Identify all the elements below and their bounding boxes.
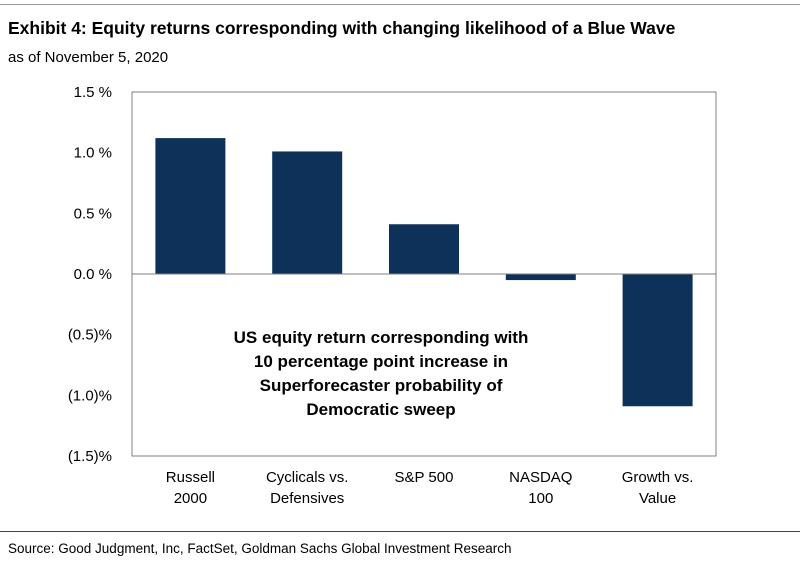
y-tick-label: (1.0)% xyxy=(68,387,112,404)
y-tick-label: 1.0 % xyxy=(74,145,112,162)
chart-subtitle: as of November 5, 2020 xyxy=(8,49,169,66)
chart-title: Exhibit 4: Equity returns corresponding … xyxy=(8,18,676,38)
x-tick-label: Defensives xyxy=(270,490,344,507)
chart-annotation: 10 percentage point increase in xyxy=(254,352,508,371)
bottom-rule xyxy=(0,531,800,532)
x-tick-label: 100 xyxy=(528,490,553,507)
x-tick-label: Cyclicals vs. xyxy=(266,469,349,486)
bar xyxy=(622,274,693,407)
y-tick-label: 0.5 % xyxy=(74,205,112,222)
x-tick-label: NASDAQ xyxy=(509,469,572,486)
y-tick-label: (1.5)% xyxy=(68,448,112,465)
x-tick-label: Russell xyxy=(166,469,215,486)
x-tick-label: Value xyxy=(639,490,676,507)
chart-annotation: Democratic sweep xyxy=(306,400,455,419)
bar xyxy=(155,138,226,274)
x-tick-label: S&P 500 xyxy=(395,469,454,486)
y-tick-label: 0.0 % xyxy=(74,266,112,283)
x-tick-label: Growth vs. xyxy=(622,469,694,486)
bar xyxy=(505,274,576,281)
x-tick-label: 2000 xyxy=(174,490,207,507)
bar xyxy=(389,224,459,274)
bar xyxy=(272,151,343,274)
y-tick-label: 1.5 % xyxy=(74,84,112,101)
bar-chart: 1.5 % 1.0 % 0.5 % 0.0 % (0.5)% (1.0)% (1.5)% Ru… xyxy=(68,84,717,507)
chart-annotation: Superforecaster probability of xyxy=(260,376,503,395)
chart-annotation: US equity return corresponding with xyxy=(234,328,529,347)
top-rule xyxy=(0,4,800,5)
y-tick-label: (0.5)% xyxy=(68,327,112,344)
source-note: Source: Good Judgment, Inc, FactSet, Gol… xyxy=(8,541,512,556)
